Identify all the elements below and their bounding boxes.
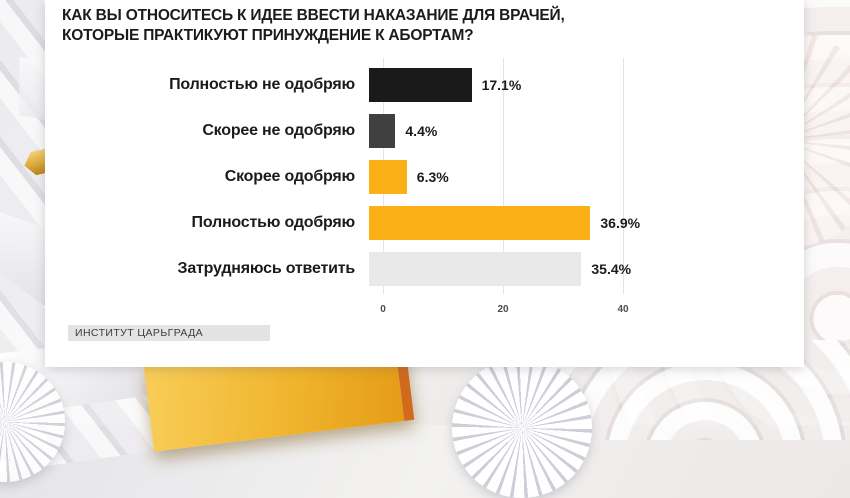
x-tick-label: 40 [617, 304, 629, 315]
chart-row: Скорее одобряю 6.3% [45, 154, 796, 200]
category-label: Полностью не одобряю [169, 76, 355, 93]
category-label: Скорее не одобряю [202, 122, 355, 139]
bar [369, 114, 396, 148]
bar-track: 35.4% [369, 252, 796, 286]
source-label: ИНСТИТУТ ЦАРЬГРАДА [75, 327, 204, 339]
bar [369, 160, 407, 194]
bar-rows: Полностью не одобряю 17.1% Скорее не одобр… [45, 62, 796, 292]
bar-track: 6.3% [369, 160, 796, 194]
gridline [503, 58, 504, 294]
chart-row: Полностью одобряю 36.9% [45, 200, 796, 246]
value-label: 4.4% [405, 123, 438, 139]
bar-track: 36.9% [369, 206, 796, 240]
chart-card: КАК ВЫ ОТНОСИТЕСЬ К ИДЕЕ ВВЕСТИ НАКАЗАНИ… [45, 0, 804, 367]
chart-row: Затрудняюсь ответить 35.4% [45, 246, 796, 292]
source-badge: ИНСТИТУТ ЦАРЬГРАДА [68, 325, 270, 341]
x-tick-label: 0 [380, 304, 386, 315]
chart-row: Полностью не одобряю 17.1% [45, 62, 796, 108]
bar [369, 206, 591, 240]
category-label: Затрудняюсь ответить [177, 260, 356, 277]
bar [369, 252, 582, 286]
x-tick-label: 20 [497, 304, 509, 315]
bar [369, 68, 472, 102]
bar-track: 17.1% [369, 68, 796, 102]
chart-row: Скорее не одобряю 4.4% [45, 108, 796, 154]
category-label: Полностью одобряю [191, 214, 356, 231]
paper-fan-decoration [0, 362, 65, 482]
chart-title: КАК ВЫ ОТНОСИТЕСЬ К ИДЕЕ ВВЕСТИ НАКАЗАНИ… [62, 7, 565, 45]
x-axis-ticks: 0 20 40 [380, 304, 673, 318]
value-label: 17.1% [481, 77, 522, 93]
category-label: Скорее одобряю [224, 168, 355, 185]
value-label: 6.3% [416, 169, 449, 185]
value-label: 36.9% [600, 215, 641, 231]
value-label: 35.4% [591, 261, 632, 277]
bar-track: 4.4% [369, 114, 796, 148]
paper-fan-decoration [452, 358, 592, 498]
